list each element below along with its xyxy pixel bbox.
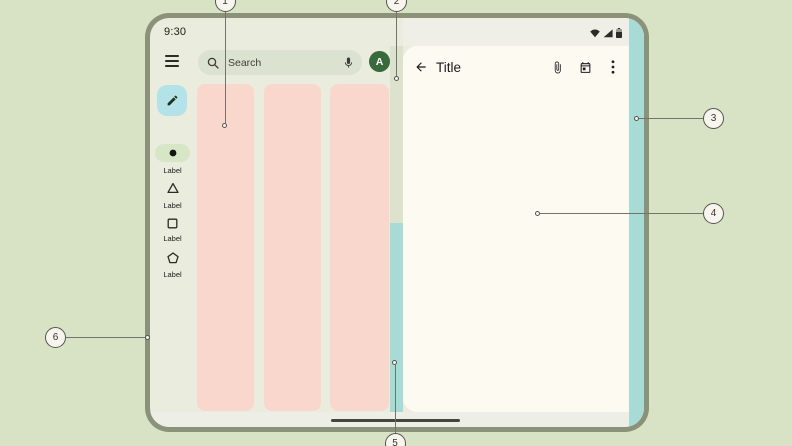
hamburger-menu-icon[interactable] — [165, 55, 179, 67]
back-arrow-icon[interactable] — [413, 59, 429, 75]
callout-3: 3 — [703, 108, 724, 129]
callout-endpoint-1 — [222, 123, 227, 128]
callout-6: 6 — [45, 327, 66, 348]
callout-4: 4 — [703, 203, 724, 224]
nav-rail-item-active[interactable] — [155, 144, 190, 162]
detail-pane-header: Title — [403, 54, 629, 80]
nav-rail-label: Label — [163, 201, 182, 210]
callout-endpoint-3 — [633, 116, 639, 121]
callout-line-1 — [224, 12, 226, 123]
callout-5: 5 — [384, 433, 406, 446]
callout-1: 1 — [214, 0, 236, 12]
microphone-icon[interactable] — [343, 56, 354, 70]
callout-line-6 — [66, 337, 147, 338]
search-placeholder: Search — [228, 56, 262, 69]
nav-rail-label: Label — [163, 270, 182, 279]
tablet-screen: 9:30 Search — [150, 18, 644, 427]
status-time: 9:30 — [164, 26, 187, 38]
nav-rail-item-triangle[interactable] — [166, 181, 179, 194]
list-placeholder-column — [330, 84, 389, 411]
nav-rail-label: Label — [163, 166, 182, 175]
nav-rail-item-pentagon[interactable] — [166, 251, 179, 264]
callout-endpoint-2 — [394, 75, 399, 81]
list-placeholder-column — [197, 84, 254, 411]
callout-endpoint-4 — [535, 211, 540, 216]
list-placeholder-column — [264, 84, 321, 411]
battery-icon — [616, 28, 622, 38]
detail-pane: Title — [403, 46, 629, 412]
edit-fab[interactable] — [157, 85, 187, 116]
pane-divider — [390, 46, 403, 223]
callout-endpoint-6 — [144, 335, 150, 340]
status-icons — [590, 28, 622, 38]
calendar-icon[interactable] — [577, 59, 593, 75]
filled-circle-icon — [169, 149, 177, 157]
detail-pane-title: Title — [436, 59, 462, 75]
nav-rail-label: Label — [163, 234, 182, 243]
callout-endpoint-5 — [392, 360, 397, 365]
gesture-navigation-bar[interactable] — [331, 419, 460, 422]
callout-2: 2 — [386, 0, 407, 12]
callout-line-3 — [638, 118, 704, 119]
cellular-signal-icon — [603, 29, 613, 38]
callout-line-2 — [396, 12, 397, 76]
callout-line-5 — [394, 365, 396, 434]
avatar[interactable]: A — [369, 51, 390, 72]
pencil-icon — [166, 94, 179, 107]
overflow-menu-icon[interactable] — [605, 59, 621, 75]
callout-line-4 — [539, 213, 704, 214]
search-bar[interactable]: Search — [198, 50, 362, 75]
nav-rail-item-square[interactable] — [166, 217, 179, 230]
detail-top-surface — [403, 18, 644, 46]
right-edge-accent-strip — [629, 18, 644, 427]
wifi-icon — [590, 29, 600, 38]
magnifier-icon — [207, 57, 219, 69]
pane-divider-drag-handle[interactable] — [390, 223, 403, 427]
attachment-icon[interactable] — [549, 59, 565, 75]
